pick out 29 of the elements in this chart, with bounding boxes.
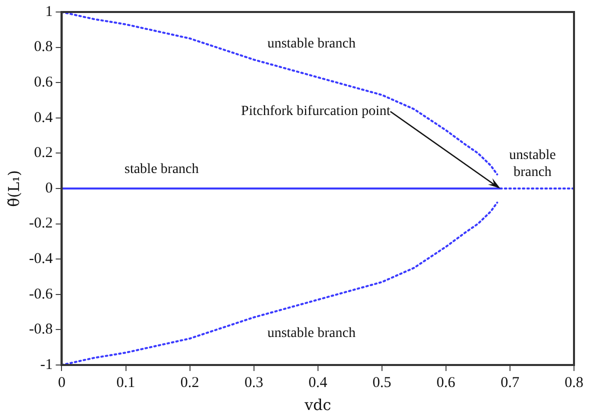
y-tick-label: 0.4	[34, 110, 54, 126]
line-series	[62, 202, 498, 365]
y-tick-label: 1	[45, 4, 53, 20]
x-tick-label: 0.6	[436, 374, 456, 391]
x-tick-label: 0.5	[372, 374, 392, 391]
x-tick-label: 0.2	[180, 374, 200, 391]
y-tick-label: 0.6	[34, 74, 54, 91]
x-tick-label: 0.4	[308, 374, 328, 391]
y-tick-label: -0.6	[28, 286, 54, 302]
y-tick-label: 0.2	[34, 145, 53, 162]
x-tick-label: 0.3	[244, 374, 264, 391]
x-axis-title: vdc	[304, 396, 332, 414]
annotation: unstable branch	[267, 326, 356, 341]
annotation: stable branch	[124, 162, 199, 177]
annotation: unstable branch	[509, 148, 556, 180]
annotation: unstable branch	[267, 36, 356, 52]
x-tick-label: 0.1	[116, 374, 136, 391]
line-series	[62, 12, 498, 176]
y-axis-title: θ̃(L₁)	[4, 170, 23, 207]
y-tick-label: 0.8	[34, 39, 53, 56]
y-tick-label: -0.4	[28, 251, 54, 268]
y-tick-label: -0.8	[28, 322, 53, 338]
annotation: Pitchfork bifurcation point	[241, 104, 390, 120]
y-tick-label: -1	[40, 356, 53, 373]
x-tick-label: 0.7	[500, 374, 520, 391]
x-tick-label: 0	[58, 374, 66, 391]
y-tick-label: 0	[45, 180, 53, 196]
x-tick-label: 0.8	[564, 374, 584, 391]
y-tick-label: -0.2	[28, 216, 53, 232]
